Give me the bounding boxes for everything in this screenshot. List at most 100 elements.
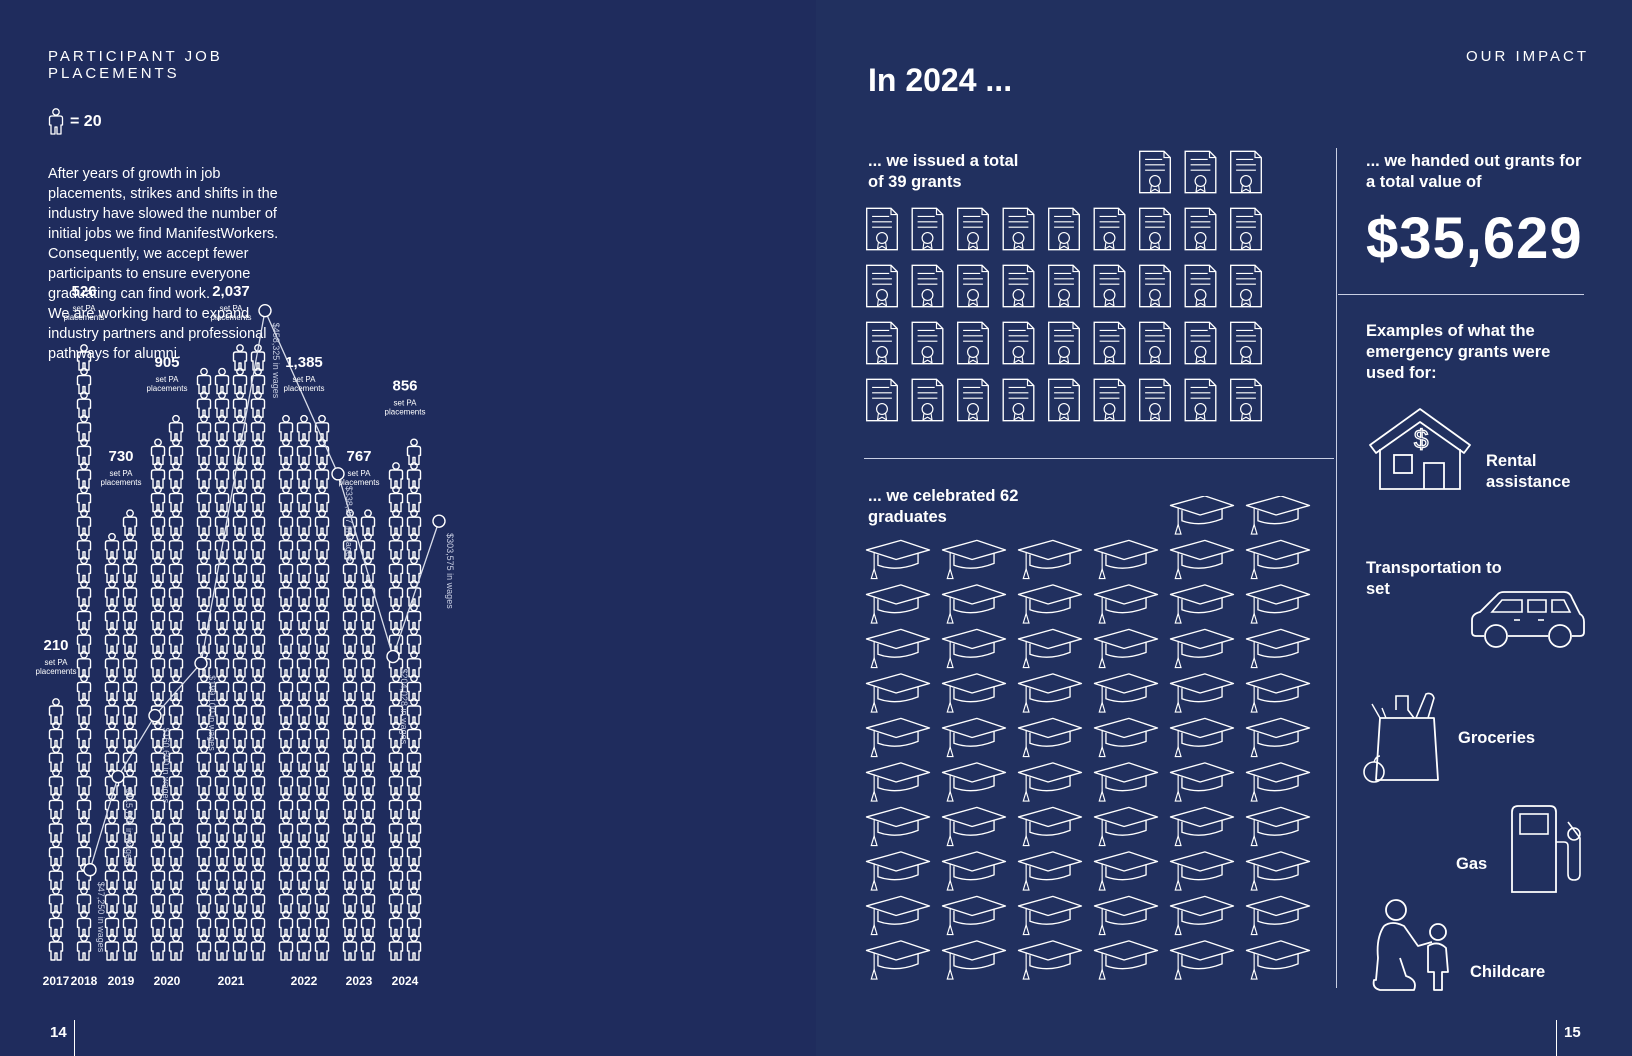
person-icon (296, 509, 312, 536)
wages-label: $204,028 in wages (399, 669, 409, 745)
person-icon (250, 934, 266, 961)
graduation-cap-icon (865, 895, 931, 936)
certificate-icon (1184, 378, 1217, 422)
person-icon (150, 863, 166, 890)
person-icon (342, 721, 358, 749)
person-icon (360, 910, 376, 938)
person-icon (278, 674, 294, 702)
person-icon (342, 934, 358, 961)
person-icon (168, 414, 184, 442)
person-icon (406, 485, 422, 513)
person-icon (360, 934, 376, 961)
person-icon (360, 698, 376, 725)
person-icon (104, 674, 120, 702)
graduation-cap-icon (1017, 584, 1083, 624)
person-icon (296, 627, 312, 654)
certificate-icon (1184, 321, 1217, 365)
person-icon (232, 580, 248, 607)
person-icon (250, 414, 266, 442)
person-icon (388, 792, 404, 820)
person-icon (76, 556, 92, 584)
person-icon (232, 367, 248, 395)
graduation-cap-icon (1017, 539, 1083, 580)
person-icon (296, 462, 312, 489)
person-icon (104, 532, 120, 560)
person-icon (314, 485, 330, 513)
graduation-cap-icon (1017, 851, 1083, 891)
person-icon (214, 391, 230, 418)
graduation-cap-icon (1093, 673, 1159, 713)
section-title-our-impact: OUR IMPACT (1466, 48, 1590, 65)
person-icon (342, 910, 358, 938)
person-icon (122, 910, 138, 938)
person-icon (150, 650, 166, 678)
year-label: 2019 (108, 974, 135, 988)
person-icon (104, 816, 120, 843)
person-icon (76, 391, 92, 418)
graduation-cap-icon (1169, 940, 1235, 980)
graduation-cap-icon (941, 628, 1007, 669)
placement-value-label: 1,385 (285, 354, 323, 371)
year-label: 2018 (71, 974, 98, 988)
person-icon (296, 556, 312, 584)
person-icon (104, 910, 120, 938)
person-icon (232, 839, 248, 867)
person-icon (406, 509, 422, 536)
graduation-cap-icon (1169, 584, 1235, 624)
person-icon (214, 863, 230, 890)
graduates-icon-grid (865, 496, 1311, 980)
person-icon (250, 556, 266, 584)
person-icon (360, 556, 376, 584)
person-icon (250, 674, 266, 702)
certificate-icon (1229, 264, 1263, 308)
person-icon (214, 462, 230, 489)
person-icon (296, 863, 312, 890)
person-icon (388, 839, 404, 867)
grants-total-value: $35,629 (1366, 206, 1583, 271)
person-icon (296, 414, 312, 442)
person-icon (150, 485, 166, 513)
person-icon (406, 532, 422, 560)
person-icon (196, 532, 212, 560)
person-icon (232, 391, 248, 418)
person-icon (150, 438, 166, 466)
wages-point (194, 656, 208, 670)
person-icon (278, 438, 294, 466)
person-icon (360, 674, 376, 702)
person-icon (250, 910, 266, 938)
person-icon (388, 532, 404, 560)
certificate-icon (956, 321, 990, 365)
person-icon (196, 580, 212, 607)
person-icon (196, 886, 212, 914)
person-icon (388, 556, 404, 584)
graduation-cap-icon (865, 940, 931, 980)
person-icon (278, 745, 294, 772)
person-icon (122, 532, 138, 560)
person-icon (232, 344, 248, 371)
certificate-icon (1138, 378, 1172, 422)
person-icon (296, 745, 312, 772)
person-icon (48, 863, 64, 890)
wages-label: $115,720 in wages (124, 789, 134, 864)
certificate-icon (1002, 321, 1035, 365)
graduation-cap-icon (1093, 895, 1159, 936)
placement-value-label: 210 (43, 637, 68, 654)
person-icon (360, 532, 376, 560)
person-icon (76, 344, 92, 371)
person-icon (360, 839, 376, 867)
certificate-icon (865, 264, 899, 308)
person-icon (150, 910, 166, 938)
graduation-cap-icon (1017, 762, 1083, 802)
person-icon (342, 650, 358, 678)
person-icon (104, 603, 120, 631)
person-icon (250, 532, 266, 560)
person-icon (296, 532, 312, 560)
person-icon (250, 816, 266, 843)
person-icon (168, 698, 184, 725)
graduation-cap-icon (865, 762, 931, 802)
grants-issued-text: ... we issued a total of 39 grants (868, 152, 1019, 191)
person-icon (314, 768, 330, 796)
intro-paragraph: After years of growth in job placements,… (48, 166, 279, 302)
person-icon (168, 509, 184, 536)
person-icon (196, 863, 212, 890)
